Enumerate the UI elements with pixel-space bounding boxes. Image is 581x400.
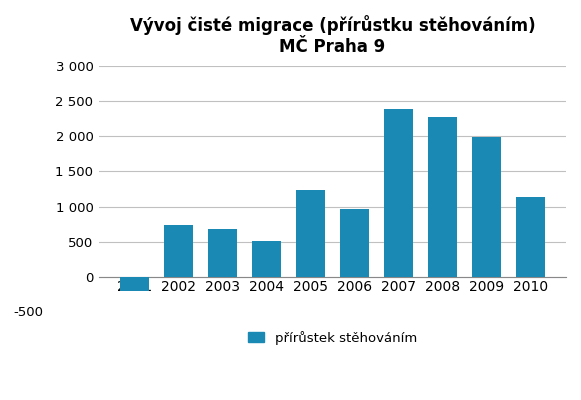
Text: -500: -500 xyxy=(13,306,43,319)
Bar xyxy=(340,209,369,277)
Bar xyxy=(428,117,457,277)
Title: Vývoj čisté migrace (přírůstku stěhováním)
MČ Praha 9: Vývoj čisté migrace (přírůstku stěhování… xyxy=(130,15,535,56)
Bar xyxy=(208,229,237,277)
Bar xyxy=(120,277,149,291)
Bar xyxy=(472,137,501,277)
Bar xyxy=(384,109,413,277)
Bar xyxy=(164,225,193,277)
Bar xyxy=(252,241,281,277)
Bar xyxy=(296,190,325,277)
Bar xyxy=(516,197,545,277)
Legend: přírůstek stěhováním: přírůstek stěhováním xyxy=(243,326,422,350)
